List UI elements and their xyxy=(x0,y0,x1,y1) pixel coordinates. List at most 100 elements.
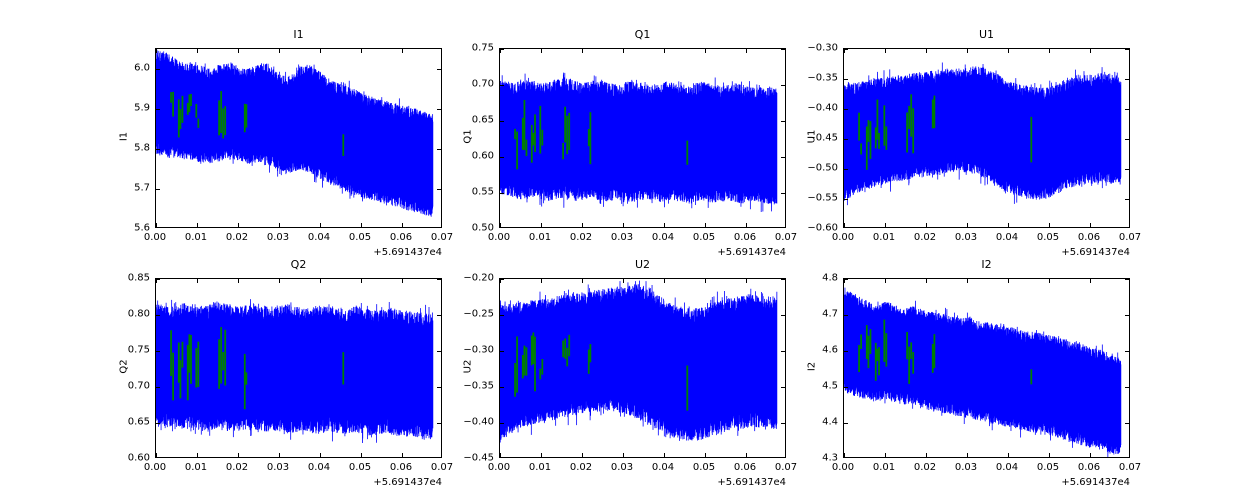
y-tick-mark xyxy=(1125,169,1129,170)
x-tick-mark xyxy=(279,223,280,227)
x-tick-mark xyxy=(197,49,198,53)
flagged-segment xyxy=(587,349,590,374)
y-tick-mark xyxy=(781,315,785,316)
x-tick-mark xyxy=(361,279,362,283)
y-tick-mark xyxy=(500,193,504,194)
x-tick-label: 0.02 xyxy=(913,232,937,243)
x-tick-label: 0.00 xyxy=(487,462,511,473)
y-tick-mark xyxy=(500,387,504,388)
x-tick-label: 0.00 xyxy=(831,462,855,473)
x-tick-label: 0.05 xyxy=(348,462,372,473)
flagged-segment xyxy=(224,106,227,136)
x-tick-mark xyxy=(844,49,845,53)
x-tick-label: 0.03 xyxy=(610,232,634,243)
flagged-segment xyxy=(933,334,936,369)
y-tick-mark xyxy=(1125,199,1129,200)
x-tick-mark xyxy=(1090,223,1091,227)
y-tick-mark xyxy=(1125,79,1129,80)
x-tick-mark xyxy=(885,223,886,227)
x-tick-label: 0.01 xyxy=(528,462,552,473)
x-tick-mark xyxy=(1049,453,1050,457)
flagged-segment xyxy=(562,340,565,358)
y-tick-mark xyxy=(844,199,848,200)
x-tick-mark xyxy=(967,223,968,227)
x-tick-mark xyxy=(746,279,747,283)
flagged-segment xyxy=(564,106,567,143)
flagged-segment xyxy=(188,94,191,113)
x-tick-mark xyxy=(238,453,239,457)
x-tick-mark xyxy=(623,223,624,227)
x-tick-mark xyxy=(705,453,706,457)
flagged-segment xyxy=(885,126,888,150)
flagged-segment xyxy=(342,352,345,385)
y-tick-label: 5.9 xyxy=(134,102,150,114)
flagged-segment xyxy=(906,112,909,153)
y-tick-label: −0.20 xyxy=(463,272,494,284)
x-tick-mark xyxy=(197,453,198,457)
x-tick-mark xyxy=(1090,453,1091,457)
flagged-segment xyxy=(532,132,535,146)
x-tick-label: 0.06 xyxy=(733,462,757,473)
flagged-segment xyxy=(539,105,542,154)
x-tick-mark xyxy=(320,223,321,227)
x-tick-label: 0.04 xyxy=(651,232,675,243)
x-tick-mark xyxy=(500,279,501,283)
flagged-segment xyxy=(869,121,872,159)
x-tick-mark xyxy=(1008,49,1009,53)
y-tick-mark xyxy=(781,49,785,50)
flagged-segment xyxy=(170,92,172,103)
x-tick-mark xyxy=(582,223,583,227)
x-tick-mark xyxy=(156,279,157,283)
x-tick-mark xyxy=(664,49,665,53)
flagged-segment xyxy=(860,334,862,350)
subplot-title: Q2 xyxy=(290,258,307,271)
x-tick-label: 0.02 xyxy=(569,462,593,473)
x-tick-mark xyxy=(1008,453,1009,457)
x-tick-label: 0.00 xyxy=(831,232,855,243)
x-tick-mark xyxy=(746,49,747,53)
flagged-segment xyxy=(874,127,877,149)
flagged-segment xyxy=(908,346,911,384)
x-tick-mark xyxy=(926,223,927,227)
y-tick-label: 0.70 xyxy=(127,380,150,392)
y-tick-mark xyxy=(500,351,504,352)
y-tick-label: −0.30 xyxy=(463,344,494,356)
y-tick-label: 0.70 xyxy=(471,78,494,90)
flagged-segment xyxy=(867,120,870,142)
y-tick-mark xyxy=(844,109,848,110)
y-tick-mark xyxy=(156,423,160,424)
x-tick-label: 0.01 xyxy=(528,232,552,243)
x-tick-mark xyxy=(885,279,886,283)
x-tick-mark xyxy=(156,223,157,227)
x-tick-label: 0.06 xyxy=(733,232,757,243)
y-tick-mark xyxy=(844,139,848,140)
x-tick-label: 0.05 xyxy=(1036,232,1060,243)
x-tick-mark xyxy=(197,223,198,227)
y-tick-label: −0.35 xyxy=(463,380,494,392)
y-tick-label: 4.5 xyxy=(822,380,838,392)
y-tick-label: 0.60 xyxy=(471,150,494,162)
flagged-segment xyxy=(521,354,524,379)
flagged-segment xyxy=(686,140,689,165)
flagged-segment xyxy=(516,336,518,393)
subplot-u2: U2 U2 −0.45 −0.40 −0.35 −0.30 −0.25 −0.20 0.00 0.… xyxy=(463,258,798,488)
y-tick-mark xyxy=(1125,387,1129,388)
subplot-title: I2 xyxy=(981,258,992,271)
flagged-segment xyxy=(686,365,689,411)
y-tick-mark xyxy=(844,49,848,50)
x-tick-label: 0.07 xyxy=(774,462,798,473)
y-tick-mark xyxy=(437,351,441,352)
flagged-segment xyxy=(170,330,172,376)
flagged-segment xyxy=(218,339,221,389)
y-tick-label: 0.55 xyxy=(471,186,494,198)
x-tick-mark xyxy=(279,49,280,53)
flagged-segment xyxy=(181,95,184,123)
x-tick-mark xyxy=(664,453,665,457)
x-tick-mark xyxy=(746,453,747,457)
flagged-segment xyxy=(190,334,192,384)
flagged-segment xyxy=(876,348,879,362)
flagged-segment xyxy=(566,347,569,367)
flagged-segment xyxy=(243,103,246,133)
x-tick-mark xyxy=(926,49,927,53)
x-tick-label: 0.03 xyxy=(954,232,978,243)
